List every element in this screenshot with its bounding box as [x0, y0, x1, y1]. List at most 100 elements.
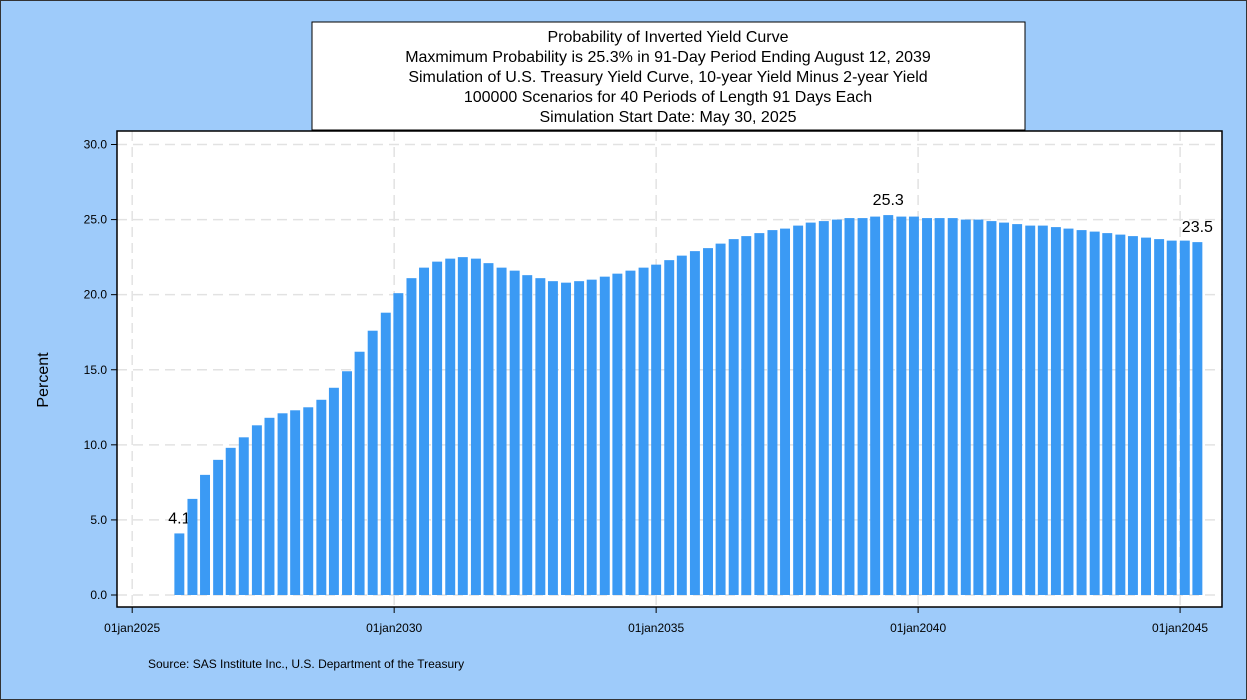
bar [831, 219, 842, 595]
data-label: 4.1 [168, 510, 190, 527]
bar [805, 222, 816, 595]
bar [354, 351, 365, 595]
bar [1063, 228, 1074, 595]
bar [1102, 233, 1113, 595]
bar [767, 230, 778, 595]
chart-title: Probability of Inverted Yield Curve [547, 29, 788, 46]
subtitle: Maxmimum Probability is 25.3% in 91-Day … [405, 49, 931, 66]
bar [908, 216, 919, 595]
bar [1141, 237, 1152, 595]
subtitle: Simulation of U.S. Treasury Yield Curve,… [408, 69, 927, 86]
bar [934, 218, 945, 595]
y-tick-label: 10.0 [84, 438, 108, 452]
bar [947, 218, 958, 595]
bar [922, 218, 932, 595]
bar [561, 282, 571, 595]
y-tick-label: 15.0 [84, 363, 108, 377]
bar [1154, 239, 1165, 595]
bar [857, 218, 868, 595]
y-tick-label: 30.0 [84, 138, 108, 152]
y-tick-label: 25.0 [84, 213, 108, 227]
subtitle: 100000 Scenarios for 40 Periods of Lengt… [464, 89, 872, 106]
bar [612, 273, 623, 595]
y-tick-label: 0.0 [90, 588, 107, 602]
bar [844, 218, 855, 595]
bar [445, 258, 456, 595]
bar [973, 219, 984, 595]
bar [419, 267, 430, 595]
bar [1076, 230, 1087, 595]
bar [586, 279, 597, 595]
y-tick-label: 5.0 [90, 513, 107, 527]
bar [200, 474, 211, 595]
bar [406, 278, 417, 595]
bar [342, 371, 352, 595]
bar [535, 278, 546, 595]
data-label: 23.5 [1182, 219, 1213, 236]
bar [1192, 242, 1203, 595]
x-tick-label: 01jan2045 [1152, 621, 1208, 635]
bar [651, 264, 662, 595]
bar [625, 270, 636, 595]
x-tick-label: 01jan2040 [890, 621, 946, 635]
x-tick-label: 01jan2025 [104, 621, 160, 635]
bar [213, 459, 224, 595]
bar [1025, 225, 1036, 595]
bar [367, 330, 378, 595]
bar [1179, 240, 1190, 595]
bar [470, 258, 481, 595]
bar [793, 225, 804, 595]
bar [664, 260, 675, 595]
bar [316, 399, 327, 595]
y-tick-label: 20.0 [84, 288, 108, 302]
plot-frame [116, 130, 1223, 608]
bar [638, 267, 649, 595]
bar [264, 417, 275, 595]
x-tick-label: 01jan2035 [628, 621, 684, 635]
bar [509, 270, 520, 595]
bar [303, 407, 314, 595]
bar [1037, 225, 1048, 595]
bar [896, 216, 907, 595]
bar [1115, 234, 1126, 595]
bar [225, 447, 236, 595]
bar [986, 221, 997, 595]
bar [496, 267, 507, 595]
bar [380, 312, 391, 595]
bar [741, 236, 752, 595]
title-box [311, 21, 1026, 131]
bar [547, 281, 558, 595]
bar [1012, 224, 1023, 595]
bar [277, 413, 288, 595]
bar [818, 221, 829, 595]
data-label: 25.3 [873, 192, 904, 209]
bar [393, 293, 404, 595]
bar [574, 281, 585, 595]
bar [689, 251, 700, 595]
bar [1166, 240, 1177, 595]
bar [1050, 227, 1061, 595]
bar [870, 216, 881, 595]
y-axis-label: Percent [35, 352, 52, 408]
bar [715, 243, 726, 595]
x-tick-label: 01jan2030 [366, 621, 422, 635]
bar [238, 437, 249, 595]
bar [432, 261, 443, 595]
bar [457, 257, 468, 595]
bar [483, 263, 494, 595]
plot-layer: 0.0 5.0 10.0 15.0 20.0 25.0 30.0 01jan2025 01jan… [84, 130, 1223, 635]
bar [599, 276, 610, 595]
bar [780, 228, 791, 595]
bar [960, 219, 971, 595]
subtitle: Simulation Start Date: May 30, 2025 [539, 109, 796, 126]
bar [522, 275, 533, 595]
bar [883, 215, 894, 595]
bar [754, 233, 765, 595]
bar [728, 239, 739, 595]
source-note: Source: SAS Institute Inc., U.S. Departm… [148, 657, 464, 671]
bar [703, 248, 713, 595]
bar [187, 498, 198, 595]
bar [1089, 231, 1100, 595]
bar [999, 222, 1010, 595]
